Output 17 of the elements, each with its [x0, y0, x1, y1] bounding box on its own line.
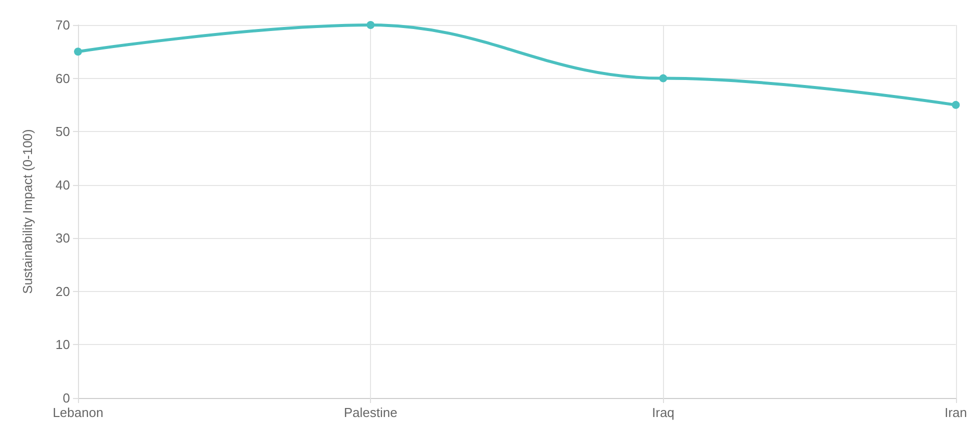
y-axis-title: Sustainability Impact (0-100): [20, 129, 35, 294]
x-tick-label: Lebanon: [52, 405, 104, 420]
y-tick-label: 40: [56, 177, 70, 192]
point: [74, 48, 82, 56]
x-tick-label: Iran: [944, 405, 968, 420]
y-tick-label: 20: [56, 284, 70, 299]
y-tick-label: 50: [56, 124, 70, 140]
point: [366, 21, 375, 29]
x-tick-label: Iraq: [652, 405, 674, 420]
y-tick-label: 10: [56, 337, 70, 352]
point: [659, 74, 668, 82]
y-tick-label: 70: [56, 18, 70, 32]
y-tick-label: 60: [56, 70, 70, 86]
y-tick-label: 0: [62, 390, 70, 406]
point: [952, 100, 960, 109]
y-tick-label: 30: [56, 230, 70, 246]
x-tick-label: Palestine: [344, 405, 398, 420]
